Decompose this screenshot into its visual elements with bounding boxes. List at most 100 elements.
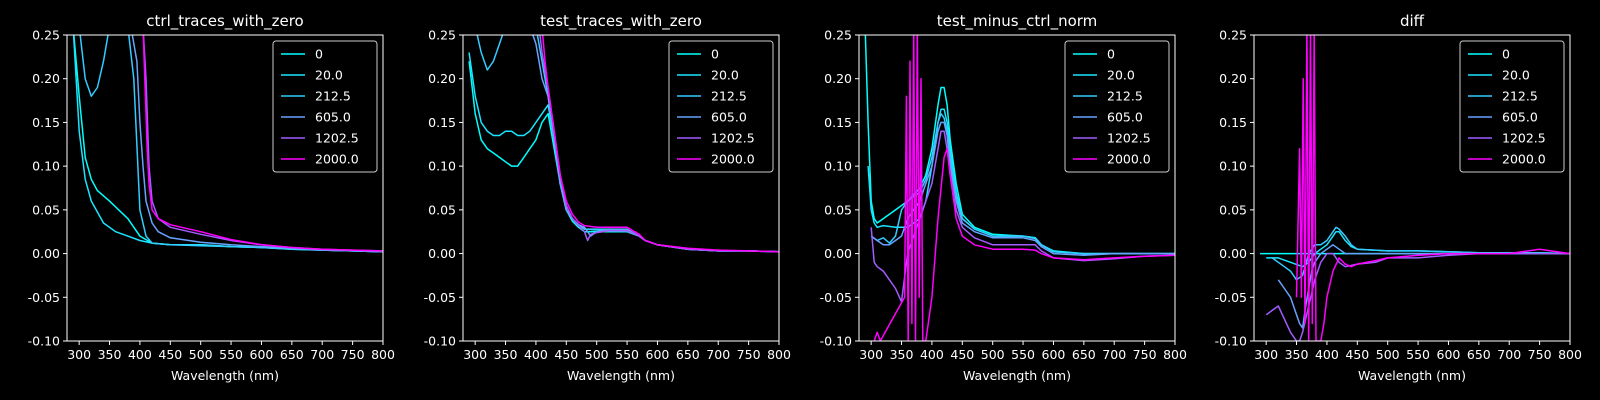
y-tick-label: -0.10 (424, 334, 456, 349)
y-tick-label: 0.00 (824, 246, 852, 261)
y-tick-label: 0.10 (1219, 159, 1247, 174)
legend-label: 1202.5 (711, 131, 755, 146)
x-tick-label: 500 (981, 347, 1005, 362)
y-tick-label: 0.15 (32, 115, 60, 130)
x-tick-label: 550 (1011, 347, 1035, 362)
x-tick-label: 350 (494, 347, 518, 362)
y-tick-label: 0.10 (824, 159, 852, 174)
series-line-5 (1265, 252, 1570, 341)
y-tick-label: 0.00 (1219, 246, 1247, 261)
x-tick-label: 600 (1042, 347, 1066, 362)
x-tick-label: 300 (463, 347, 487, 362)
legend-label: 2000.0 (315, 152, 359, 167)
series-group (468, 35, 779, 253)
legend-label: 2000.0 (1107, 152, 1151, 167)
x-tick-label: 500 (585, 347, 609, 362)
x-tick-label: 600 (250, 347, 274, 362)
x-tick-label: 450 (950, 347, 974, 362)
x-tick-label: 300 (1254, 347, 1278, 362)
legend: 0 20.0 212.5 605.0 1202.5 2000.0 (1459, 40, 1565, 173)
x-tick-label: 700 (706, 347, 730, 362)
x-tick-label: 350 (1285, 347, 1309, 362)
y-tick-label: 0.10 (428, 159, 456, 174)
legend-label: 20.0 (1502, 68, 1530, 83)
legend: 0 20.0 212.5 605.0 1202.5 2000.0 (272, 40, 378, 173)
x-tick-label: 350 (890, 347, 914, 362)
x-tick-label: 350 (98, 347, 122, 362)
legend-label: 20.0 (315, 68, 343, 83)
y-tick-label: -0.10 (28, 334, 60, 349)
legend-label: 2000.0 (711, 152, 755, 167)
legend-label: 1202.5 (1502, 131, 1546, 146)
panel-title: test_traces_with_zero (540, 12, 702, 31)
y-tick-label: -0.05 (820, 290, 852, 305)
y-tick-label: 0.15 (1219, 115, 1247, 130)
x-tick-label: 750 (737, 347, 761, 362)
legend-box (272, 40, 378, 173)
y-tick-label: 0.05 (32, 202, 60, 217)
legend-label: 212.5 (1107, 89, 1143, 104)
x-tick-label: 700 (1102, 347, 1126, 362)
legend-label: 605.0 (1502, 110, 1538, 125)
x-tick-label: 750 (1133, 347, 1157, 362)
panel-title: test_minus_ctrl_norm (937, 12, 1098, 31)
y-tick-label: 0.00 (32, 246, 60, 261)
x-tick-label: 550 (1406, 347, 1430, 362)
x-tick-label: 700 (1497, 347, 1521, 362)
y-tick-label: 0.25 (428, 28, 456, 43)
legend-label: 20.0 (1107, 68, 1135, 83)
panel-title: ctrl_traces_with_zero (146, 12, 303, 31)
legend-label: 212.5 (711, 89, 747, 104)
x-tick-label: 800 (371, 347, 395, 362)
y-tick-label: 0.15 (428, 115, 456, 130)
y-tick-label: 0.20 (32, 71, 60, 86)
x-axis-label: Wavelength (nm) (171, 368, 279, 383)
x-tick-label: 650 (1072, 347, 1096, 362)
panel-title: diff (1400, 12, 1425, 30)
series-line-3 (79, 35, 383, 253)
y-tick-label: -0.10 (820, 334, 852, 349)
y-tick-label: 0.20 (1219, 71, 1247, 86)
legend-label: 605.0 (315, 110, 351, 125)
x-axis-label: Wavelength (nm) (963, 368, 1071, 383)
x-tick-label: 800 (1163, 347, 1187, 362)
x-tick-label: 400 (128, 347, 152, 362)
y-tick-label: -0.10 (1215, 334, 1247, 349)
series-line-3 (870, 112, 1175, 255)
x-tick-label: 400 (920, 347, 944, 362)
panel-4: diff 300 350 400 450 500 550 600 650 700 750 800 -0.… (1215, 12, 1582, 383)
x-tick-label: 450 (554, 347, 578, 362)
legend-box (1064, 40, 1170, 173)
legend-label: 0 (1107, 47, 1115, 62)
panel-2: test_traces_with_zero 300 350 400 450 500 550 6… (424, 12, 791, 383)
x-tick-label: 550 (615, 347, 639, 362)
x-tick-label: 700 (310, 347, 334, 362)
x-tick-label: 450 (158, 347, 182, 362)
x-tick-label: 400 (1315, 347, 1339, 362)
series-line-5 (870, 130, 1175, 303)
y-tick-label: -0.05 (28, 290, 60, 305)
legend: 0 20.0 212.5 605.0 1202.5 2000.0 (1064, 40, 1170, 173)
legend-label: 1202.5 (315, 131, 359, 146)
series-group (1260, 35, 1570, 341)
plot-frame (66, 34, 384, 342)
legend-label: 212.5 (1502, 89, 1538, 104)
panel-1: ctrl_traces_with_zero 300 350 400 450 500 550 6… (28, 12, 395, 383)
x-tick-label: 500 (189, 347, 213, 362)
y-tick-label: -0.05 (424, 290, 456, 305)
x-tick-label: 450 (1345, 347, 1369, 362)
x-tick-label: 550 (219, 347, 243, 362)
x-tick-label: 400 (524, 347, 548, 362)
plot-frame (462, 34, 780, 342)
y-tick-label: 0.05 (824, 202, 852, 217)
legend-label: 605.0 (711, 110, 747, 125)
x-tick-label: 800 (1558, 347, 1582, 362)
legend-label: 20.0 (711, 68, 739, 83)
plot-frame (1253, 34, 1571, 342)
series-line-6 (873, 35, 1175, 341)
y-tick-label: 0.05 (1219, 202, 1247, 217)
y-tick-label: 0.25 (824, 28, 852, 43)
legend-label: 2000.0 (1502, 152, 1546, 167)
x-axis-label: Wavelength (nm) (1358, 368, 1466, 383)
